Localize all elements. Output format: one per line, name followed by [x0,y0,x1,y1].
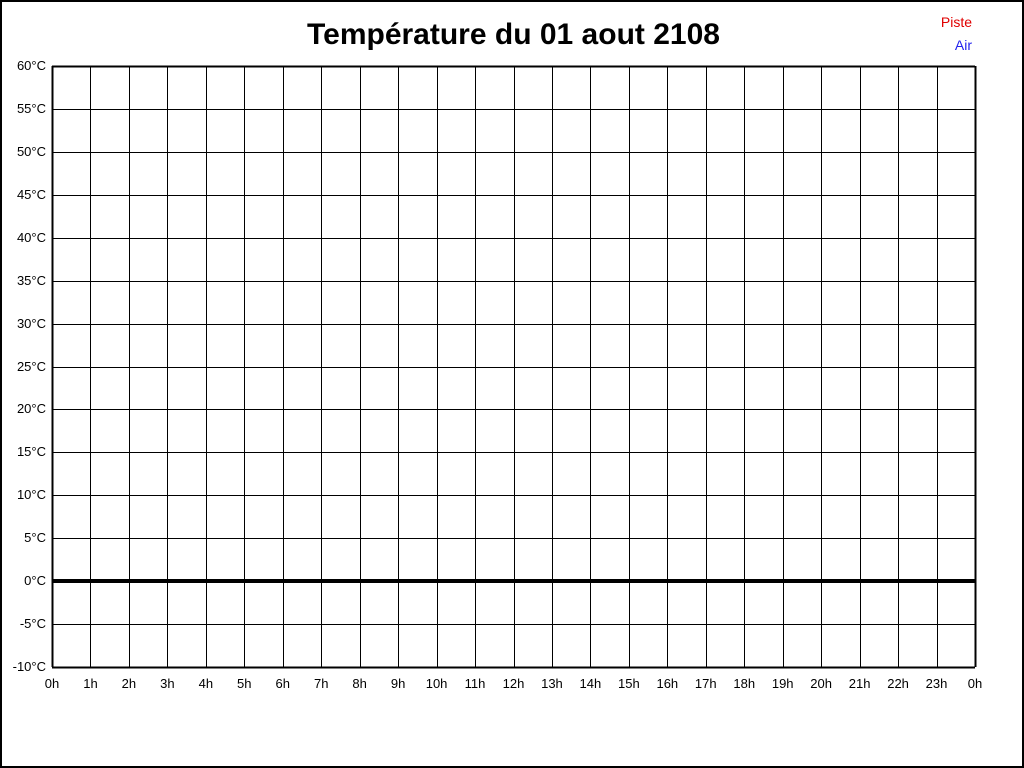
x-tick-label: 1h [83,676,98,691]
y-tick-label: 5°C [24,530,46,546]
y-tick-label: 60°C [16,58,46,73]
y-tick-label: -5°C [19,616,46,632]
x-tick-label: 4h [198,676,214,691]
x-tick-label: 6h [275,676,290,691]
y-tick-label: 40°C [16,229,46,245]
x-tick-label: 14h [579,676,602,691]
y-tick-label: -10°C [12,659,46,674]
x-tick-label: 13h [541,676,563,691]
x-tick-label: 12h [502,676,525,691]
x-tick-label: 0h [44,676,60,691]
x-tick-label: 7h [313,676,329,691]
x-tick-label: 2h [121,676,137,691]
y-tick-label: 15°C [16,444,46,460]
y-tick-label: 55°C [16,100,46,116]
y-tick-label: 0°C [24,573,46,589]
y-tick-label: 20°C [16,401,46,417]
x-tick-label: 0h [967,676,983,691]
legend-item-piste: Piste [940,14,972,30]
legend-item-air: Air [954,37,972,53]
x-tick-label: 21h [848,676,871,691]
x-tick-label: 23h [925,676,948,691]
x-tick-label: 5h [237,676,252,691]
x-tick-label: 9h [390,676,406,691]
x-tick-label: 15h [618,676,640,691]
y-tick-label: 25°C [16,358,46,374]
x-tick-label: 3h [160,676,175,691]
chart-title: Température du 01 aout 2108 [307,18,720,51]
x-tick-label: 16h [656,676,679,691]
x-tick-label: 8h [352,676,367,691]
x-tick-label: 11h [464,676,486,691]
y-tick-label: 10°C [16,487,46,503]
x-tick-label: 22h [887,676,909,691]
y-tick-label: 30°C [16,315,46,331]
y-tick-label: 50°C [16,143,46,159]
legend: Piste Air [941,11,972,57]
y-tick-label: 45°C [16,186,46,202]
y-tick-label: 35°C [16,272,46,288]
x-tick-label: 17h [694,676,717,691]
x-tick-label: 10h [425,676,448,691]
temperature-grid-plot [51,65,977,669]
x-tick-label: 19h [771,676,794,691]
x-tick-label: 18h [733,676,756,691]
x-tick-label: 20h [810,676,832,691]
